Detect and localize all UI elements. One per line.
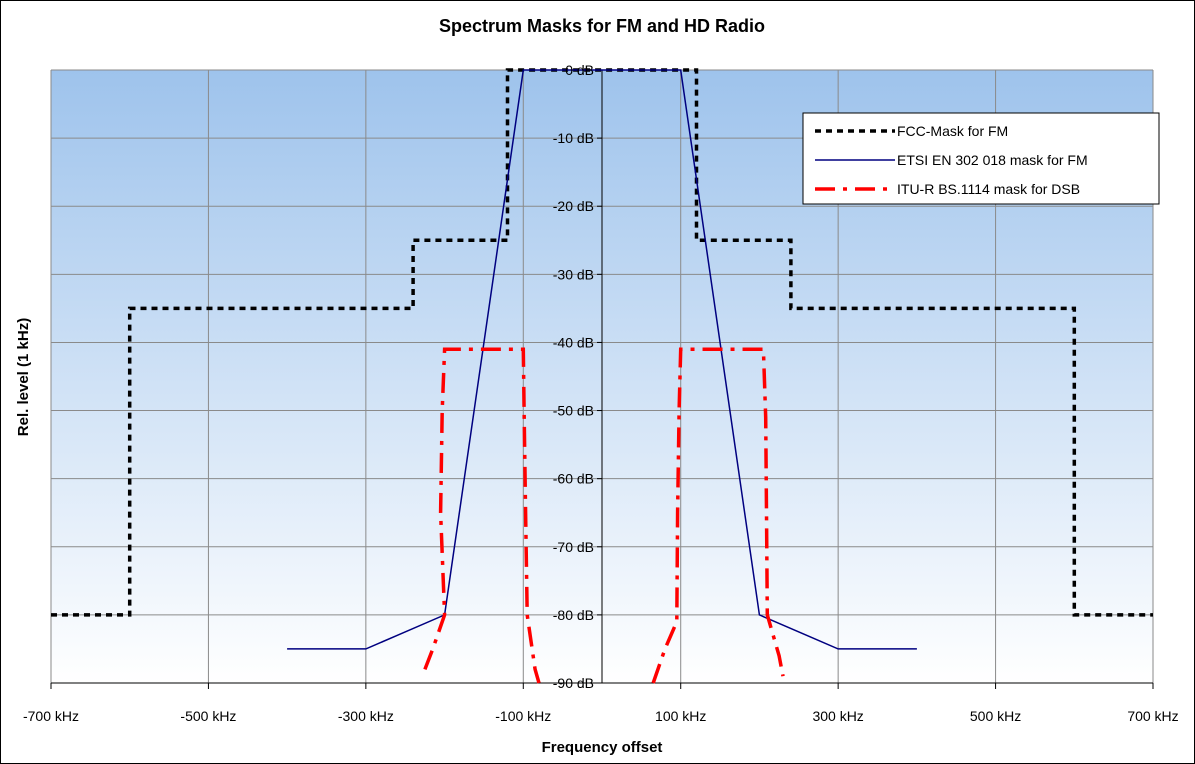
x-tick-label: -100 kHz <box>495 708 551 724</box>
series-line-2 <box>287 69 917 650</box>
y-tick-label: -80 dB <box>553 607 594 623</box>
y-tick-label: -90 dB <box>553 675 594 691</box>
y-tick-label: -70 dB <box>553 539 594 555</box>
x-tick-label: 700 kHz <box>1127 708 1178 724</box>
y-tick-label: -20 dB <box>553 198 594 214</box>
y-tick-label: -30 dB <box>553 266 594 282</box>
x-tick-label: 100 kHz <box>655 708 706 724</box>
x-tick-label: -700 kHz <box>23 708 79 724</box>
series-line-3-part-1 <box>423 347 541 684</box>
x-tick-label: 500 kHz <box>970 708 1021 724</box>
y-tick-label: 0 dB <box>565 62 594 78</box>
y-tick-label: -60 dB <box>553 471 594 487</box>
series-line-1 <box>51 68 1153 617</box>
x-tick-label: -500 kHz <box>180 708 236 724</box>
tick-labels: -700 kHz -500 kHz -300 kHz -100 kHz 100 kHz 3… <box>23 62 1179 724</box>
x-tick-label: -300 kHz <box>338 708 394 724</box>
y-tick-label: -50 dB <box>553 403 594 419</box>
legend: FCC-Mask for FM ETSI EN 302 018 mask for … <box>802 112 1160 205</box>
x-axis-title: Frequency offset <box>542 739 663 756</box>
series-line-3-part-2 <box>651 347 785 684</box>
y-tick-label: -40 dB <box>553 334 594 350</box>
x-tick-label: 300 kHz <box>812 708 863 724</box>
axes <box>50 69 1154 689</box>
series-layer <box>51 68 1153 684</box>
chart-title: Spectrum Masks for FM and HD Radio <box>439 16 765 36</box>
legend-label-2: ETSI EN 302 018 mask for FM <box>897 152 1088 168</box>
y-tick-label: -10 dB <box>553 130 594 146</box>
legend-label-3: ITU-R BS.1114 mask for DSB <box>897 181 1080 197</box>
y-axis-title: Rel. level (1 kHz) <box>15 318 32 436</box>
legend-label-1: FCC-Mask for FM <box>897 123 1008 139</box>
